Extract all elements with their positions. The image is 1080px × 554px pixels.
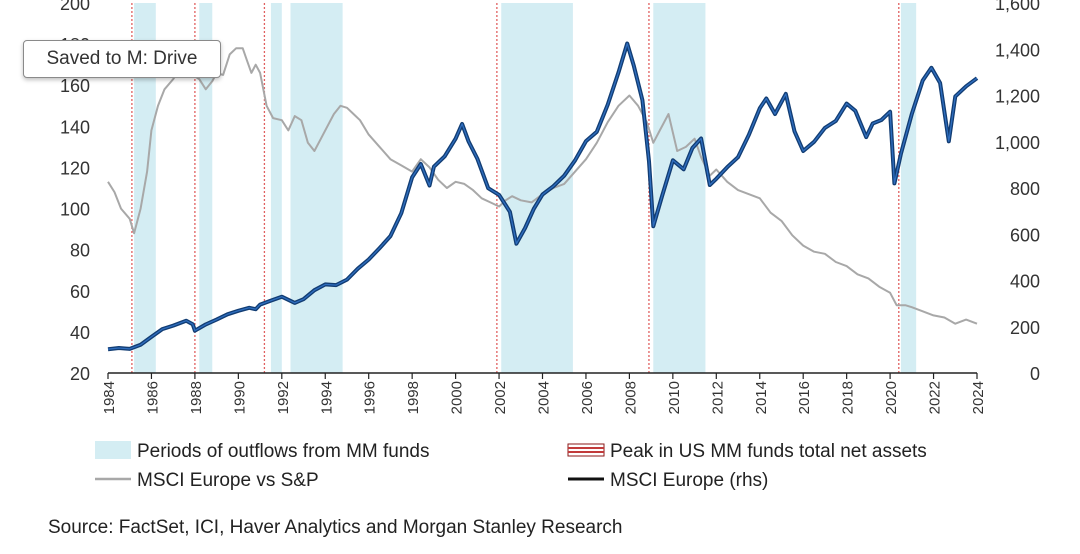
- legend-label: MSCI Europe vs S&P: [137, 470, 319, 491]
- source-note: Source: FactSet, ICI, Haver Analytics an…: [48, 517, 623, 538]
- x-tick-label: 2022: [927, 381, 944, 414]
- legend-label: Peak in US MM funds total net assets: [610, 441, 927, 462]
- shade-period-1: [199, 3, 213, 373]
- shaded-periods: [134, 3, 917, 373]
- shade-period-2: [270, 3, 282, 373]
- x-tick-label: 2002: [492, 381, 509, 414]
- legend: Periods of outflows from MM funds Peak in…: [95, 441, 927, 491]
- y-left-tick-label: 140: [60, 117, 90, 137]
- shade-period-5: [653, 3, 706, 373]
- legend-swatch-peak: [567, 443, 605, 457]
- y-left-tick-label: 200: [60, 0, 90, 14]
- x-tick-label: 1992: [275, 381, 292, 414]
- x-tick-label: 2020: [883, 381, 900, 414]
- series-line-msci-europe-highlight: [107, 42, 978, 350]
- x-tick-label: 2014: [753, 381, 770, 414]
- x-tick-label: 2000: [449, 381, 466, 414]
- y-left-tick-label: 40: [70, 323, 90, 343]
- x-tick-label: 2012: [709, 381, 726, 414]
- y-right-tick-label: 400: [1010, 272, 1040, 292]
- x-tick-label: 1990: [231, 381, 248, 414]
- x-tick-label: 1984: [101, 381, 118, 414]
- x-tick-label: 2024: [970, 381, 987, 414]
- y-right-tick-label: 600: [1010, 225, 1040, 245]
- y-left-tick-label: 160: [60, 76, 90, 96]
- x-tick-label: 2006: [579, 381, 596, 414]
- x-tick-label: 2004: [536, 381, 553, 414]
- tooltip-text: Saved to M: Drive: [46, 48, 198, 69]
- y-right-tick-label: 1,400: [995, 40, 1040, 60]
- y-left-tick-label: 60: [70, 282, 90, 302]
- saved-tooltip: Saved to M: Drive: [23, 40, 221, 78]
- x-tick-label: 2010: [666, 381, 683, 414]
- x-tick-label: 2008: [622, 381, 639, 414]
- x-tick-label: 2018: [840, 381, 857, 414]
- x-tick-label: 1994: [318, 381, 335, 414]
- shade-period-6: [900, 3, 917, 373]
- y-left-tick-label: 100: [60, 200, 90, 220]
- y-left-tick-label: 120: [60, 158, 90, 178]
- y-right-tick-label: 1,000: [995, 133, 1040, 153]
- x-tick-label: 1996: [362, 381, 379, 414]
- legend-swatch-shade: [95, 441, 131, 459]
- x-tick-label: 1998: [405, 381, 422, 414]
- right-axis-ticks: 0 200 400 600 800 1,000 1,200 1,400 1,600: [995, 0, 1040, 384]
- legend-label: MSCI Europe (rhs): [610, 470, 768, 491]
- x-tick-label: 2016: [796, 381, 813, 414]
- y-left-tick-label: 80: [70, 241, 90, 261]
- shade-period-3: [290, 3, 343, 373]
- shade-period-4: [501, 3, 573, 373]
- y-right-tick-label: 800: [1010, 179, 1040, 199]
- legend-label: Periods of outflows from MM funds: [137, 441, 430, 462]
- y-right-tick-label: 1,200: [995, 87, 1040, 107]
- y-right-tick-label: 0: [1030, 364, 1040, 384]
- x-tick-label: 1988: [188, 381, 205, 414]
- y-right-tick-label: 200: [1010, 318, 1040, 338]
- x-axis-ticks: 1984 1986 1988 1990 1992 1994 1996 1998 2000 2002…: [101, 373, 987, 414]
- y-right-tick-label: 1,600: [995, 0, 1040, 14]
- left-axis-ticks: 20406080100120140160180200: [60, 0, 90, 384]
- y-left-tick-label: 20: [70, 364, 90, 384]
- x-tick-label: 1986: [144, 381, 161, 414]
